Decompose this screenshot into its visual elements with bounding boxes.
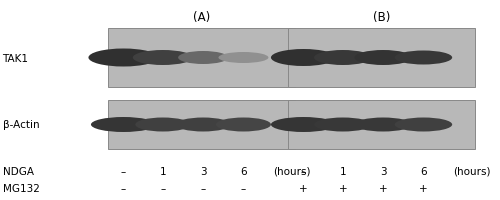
Text: 1: 1	[160, 167, 166, 177]
Text: 3: 3	[380, 167, 386, 177]
Ellipse shape	[133, 50, 193, 65]
Ellipse shape	[218, 52, 268, 63]
Text: TAK1: TAK1	[2, 54, 29, 64]
Bar	[108, 100, 295, 149]
Text: 1: 1	[340, 167, 346, 177]
Bar	[288, 100, 475, 149]
Ellipse shape	[178, 51, 228, 64]
Text: 6: 6	[240, 167, 246, 177]
Text: –: –	[301, 167, 306, 177]
Ellipse shape	[271, 49, 336, 66]
Ellipse shape	[394, 51, 452, 65]
Ellipse shape	[354, 50, 412, 65]
Text: –: –	[121, 184, 126, 194]
Text: +: +	[338, 184, 347, 194]
Text: (A): (A)	[192, 10, 210, 23]
Text: +: +	[419, 184, 428, 194]
Ellipse shape	[314, 117, 372, 132]
Text: –: –	[121, 167, 126, 177]
Text: –: –	[200, 184, 206, 194]
Text: MG132: MG132	[2, 184, 40, 194]
Ellipse shape	[91, 117, 156, 132]
Text: (hours): (hours)	[274, 167, 311, 177]
Ellipse shape	[136, 117, 190, 132]
Text: (B): (B)	[372, 10, 390, 23]
Text: +: +	[379, 184, 388, 194]
Text: –: –	[160, 184, 166, 194]
Ellipse shape	[314, 50, 372, 65]
Bar	[108, 28, 295, 87]
Ellipse shape	[216, 117, 271, 132]
Ellipse shape	[176, 117, 231, 132]
Text: 3: 3	[200, 167, 206, 177]
Ellipse shape	[354, 117, 412, 132]
Ellipse shape	[394, 117, 452, 132]
Text: +: +	[299, 184, 308, 194]
Text: –: –	[241, 184, 246, 194]
Ellipse shape	[271, 117, 336, 132]
Text: β-Actin: β-Actin	[2, 120, 39, 130]
Ellipse shape	[88, 49, 158, 67]
Bar	[288, 28, 475, 87]
Text: (hours): (hours)	[454, 167, 491, 177]
Text: 6: 6	[420, 167, 426, 177]
Text: NDGA: NDGA	[2, 167, 34, 177]
